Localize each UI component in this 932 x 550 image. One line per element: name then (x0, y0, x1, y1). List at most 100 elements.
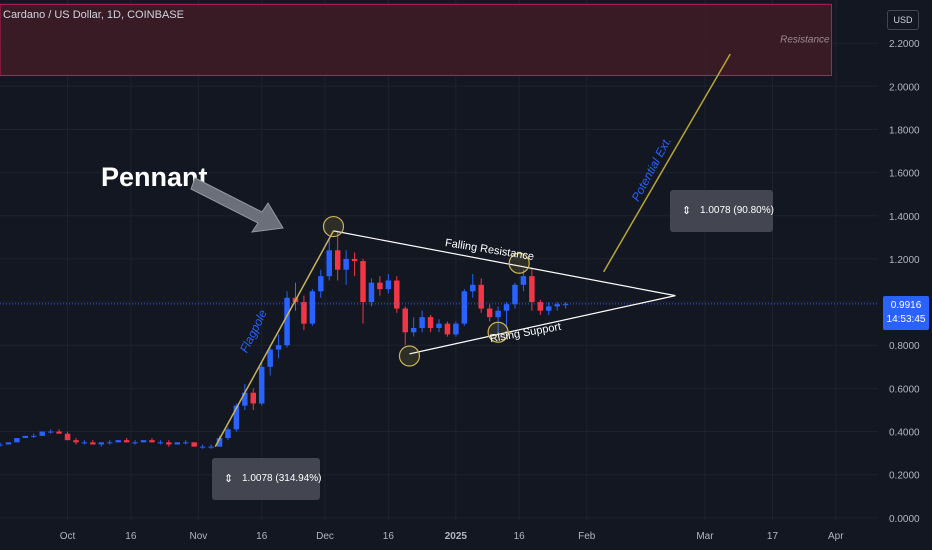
candle-body (166, 442, 172, 445)
candle-body (309, 291, 316, 324)
candle-body (377, 282, 383, 290)
candle-body (444, 323, 451, 335)
candle-body (427, 317, 434, 328)
measure-box-flagpole: ⇕ 1.0078 (314.94%) (212, 458, 322, 500)
y-tick-label: 0.2000 (889, 471, 920, 482)
candle-body (90, 442, 96, 445)
y-tick-label: 1.6000 (889, 169, 920, 180)
measure-box-extension: ⇕ 1.0078 (90.80%) (670, 190, 774, 232)
candle-body (242, 392, 248, 406)
candle-body (402, 308, 408, 333)
candle-body (208, 446, 214, 448)
candle-body (73, 440, 79, 443)
candle-body (267, 349, 273, 367)
measure-text: 1.0078 (314.94%) (242, 473, 322, 484)
y-tick-label: 1.4000 (889, 212, 920, 223)
x-tick-label: 17 (767, 531, 779, 542)
candle-body (275, 345, 282, 350)
x-tick-label: 16 (383, 531, 395, 542)
candle-body (132, 442, 138, 444)
x-tick-label: 2025 (445, 531, 468, 542)
candle-body (98, 442, 105, 445)
candle-body (14, 438, 20, 443)
candle-body (191, 442, 197, 447)
pennant-arrow-icon (190, 177, 284, 233)
candle-body (503, 304, 510, 311)
candle-body (520, 276, 527, 285)
y-tick-label: 0.6000 (889, 384, 920, 395)
candle-body (529, 276, 535, 303)
candle-body (0, 444, 3, 446)
pivot-circle (322, 215, 345, 238)
candlestick-series (0, 230, 569, 449)
candle-body (453, 323, 459, 335)
candle-body (470, 284, 476, 292)
symbol-title: Cardano / US Dollar, 1D, COINBASE (3, 9, 184, 21)
candle-body (47, 431, 54, 433)
resistance-zone: Resistance (0, 3, 833, 77)
candle-body (385, 280, 392, 290)
candle-body (123, 440, 130, 443)
candle-body (149, 440, 155, 443)
candle-body (284, 297, 290, 346)
y-tick-label: 2.0000 (889, 82, 920, 93)
candle-body (326, 250, 332, 277)
candle-body (258, 366, 265, 404)
x-tick-label: Oct (60, 531, 76, 542)
candle-body (5, 442, 12, 445)
candle-body (343, 258, 349, 270)
candle-body (512, 284, 518, 305)
grid (0, 0, 878, 520)
candle-body (250, 392, 257, 404)
y-tick-label: 1.2000 (889, 255, 920, 266)
measure-arrows-icon: ⇕ (224, 473, 234, 485)
candle-body (410, 327, 417, 333)
candle-body (199, 446, 206, 448)
candle-body (107, 442, 113, 444)
resistance-zone-box (0, 3, 833, 77)
candle-body (31, 435, 37, 437)
candle-body (486, 308, 493, 318)
candle-body (22, 435, 29, 439)
candle-body (351, 258, 358, 262)
candle-body (216, 438, 223, 447)
falling-resistance-line (333, 230, 676, 297)
candle-body (140, 440, 147, 443)
candle-body (157, 442, 164, 444)
currency-selector[interactable]: USD (887, 10, 919, 30)
x-tick-label: 16 (125, 531, 137, 542)
x-tick-label: Mar (696, 531, 714, 542)
resistance-zone-label: Resistance (780, 34, 830, 45)
potential-extension-line (602, 53, 731, 273)
rising-support-line (409, 295, 676, 355)
potential-ext-label: Potential Ext. (629, 135, 675, 204)
flagpole-label: Flagpole (237, 307, 270, 355)
y-tick-label: 0.0000 (889, 514, 920, 525)
axes: 0.00000.20000.40000.60000.80001.00001.20… (60, 39, 920, 542)
candle-body (495, 310, 501, 318)
candle-body (81, 442, 88, 444)
candle-body (233, 405, 240, 430)
pivot-circle (487, 321, 509, 343)
x-tick-label: 16 (256, 531, 268, 542)
last-price-label: 0.9916 14:53:45 (883, 296, 929, 330)
trend-lines (0, 53, 878, 447)
candle-body (318, 276, 324, 292)
candle-body (562, 304, 569, 306)
candle-body (546, 306, 552, 311)
y-tick-label: 1.8000 (889, 125, 920, 136)
y-tick-label: 0.4000 (889, 428, 920, 439)
measure-text: 1.0078 (90.80%) (700, 205, 774, 216)
candle-body (478, 284, 484, 309)
flagpole-line (214, 230, 335, 447)
candle-body (368, 282, 375, 303)
candle-body (182, 442, 189, 444)
y-tick-label: 2.2000 (889, 39, 920, 50)
pennant-label: Pennant (101, 162, 208, 192)
candle-body (554, 304, 560, 307)
candle-body (115, 440, 121, 443)
pivot-circle (398, 345, 421, 367)
candle-body (174, 442, 181, 445)
